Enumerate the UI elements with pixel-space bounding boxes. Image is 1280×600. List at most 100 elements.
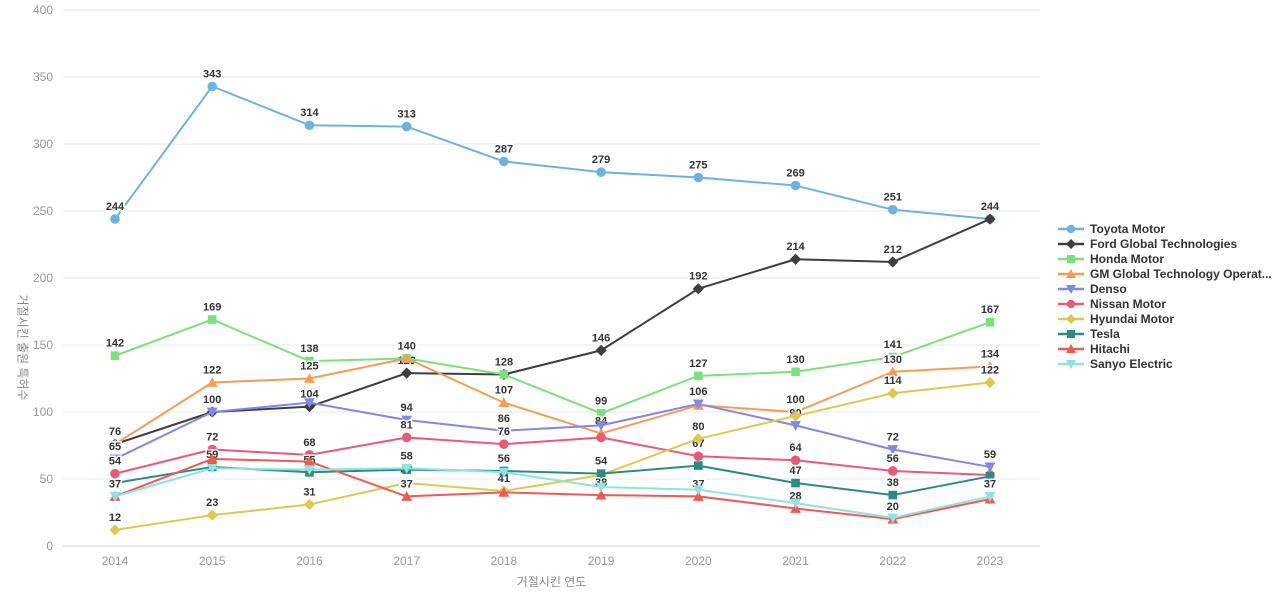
data-point-marker[interactable] <box>304 398 315 409</box>
data-point-marker[interactable] <box>304 465 315 476</box>
legend-item-ford-global-technologies[interactable]: Ford Global Technologies <box>1058 237 1272 251</box>
data-point-marker[interactable] <box>693 172 704 183</box>
data-point-marker[interactable] <box>206 407 218 418</box>
series-line-nissan-motor <box>114 436 991 476</box>
data-point-marker[interactable] <box>401 477 413 489</box>
series-nissan-motor: 5472688176676456 <box>107 418 995 480</box>
data-point-marker[interactable] <box>401 353 413 363</box>
data-point-marker[interactable] <box>110 214 120 224</box>
data-point-label: 275 <box>689 160 707 172</box>
data-point-marker[interactable] <box>207 315 217 324</box>
data-point-marker[interactable] <box>595 344 607 356</box>
legend-item-honda-motor[interactable]: Honda Motor <box>1058 252 1272 266</box>
data-point-marker[interactable] <box>304 456 315 466</box>
data-point-marker[interactable] <box>984 462 996 473</box>
data-point-marker[interactable] <box>692 283 704 295</box>
data-point-marker[interactable] <box>985 317 995 327</box>
data-point-marker[interactable] <box>305 356 314 366</box>
data-point-label: 214 <box>786 241 805 253</box>
data-point-marker[interactable] <box>110 468 120 479</box>
data-point-marker[interactable] <box>207 444 218 455</box>
data-point-marker[interactable] <box>401 463 413 474</box>
data-point-marker[interactable] <box>498 426 510 437</box>
data-point-marker[interactable] <box>887 387 899 399</box>
data-point-marker[interactable] <box>789 253 802 265</box>
data-point-marker[interactable] <box>692 491 704 501</box>
legend-item-sanyo-electric[interactable]: Sanyo Electric <box>1058 357 1272 371</box>
legend-item-denso[interactable]: Denso <box>1058 282 1272 296</box>
data-point-marker[interactable] <box>206 453 218 464</box>
data-point-marker[interactable] <box>790 421 801 431</box>
data-point-marker[interactable] <box>791 478 800 488</box>
data-point-marker[interactable] <box>304 450 315 460</box>
data-point-marker[interactable] <box>887 366 899 377</box>
data-point-label: 114 <box>884 375 903 387</box>
data-point-marker[interactable] <box>304 373 315 383</box>
data-point-marker[interactable] <box>694 371 703 381</box>
data-point-marker[interactable] <box>206 377 218 387</box>
data-point-marker[interactable] <box>401 367 413 379</box>
data-point-marker[interactable] <box>401 432 412 443</box>
data-point-label: 72 <box>887 432 899 444</box>
data-point-marker[interactable] <box>984 361 996 371</box>
data-point-marker[interactable] <box>596 409 606 418</box>
data-point-marker[interactable] <box>499 370 509 379</box>
data-point-marker[interactable] <box>887 445 899 455</box>
data-point-marker[interactable] <box>206 509 218 521</box>
data-point-marker[interactable] <box>595 489 607 500</box>
data-point-marker[interactable] <box>694 461 703 470</box>
data-point-marker[interactable] <box>303 498 316 511</box>
data-point-marker[interactable] <box>693 451 704 462</box>
data-point-label: 251 <box>884 192 902 204</box>
data-point-marker[interactable] <box>887 204 898 215</box>
data-point-marker[interactable] <box>888 490 898 500</box>
data-point-marker[interactable] <box>109 438 121 449</box>
data-point-marker[interactable] <box>692 485 704 496</box>
data-point-marker[interactable] <box>790 455 801 466</box>
data-point-marker[interactable] <box>692 399 704 410</box>
legend-item-gm-global-technology-operat[interactable]: GM Global Technology Operat... <box>1058 267 1272 281</box>
data-point-marker[interactable] <box>887 256 899 268</box>
data-point-marker[interactable] <box>109 454 121 465</box>
data-point-marker[interactable] <box>401 491 413 501</box>
data-point-marker[interactable] <box>596 469 606 478</box>
data-point-marker[interactable] <box>984 213 996 225</box>
legend-item-nissan-motor[interactable]: Nissan Motor <box>1058 297 1272 311</box>
data-point-marker[interactable] <box>110 351 120 361</box>
data-point-marker[interactable] <box>985 472 995 481</box>
data-point-marker[interactable] <box>790 498 801 509</box>
legend-item-hyundai-motor[interactable]: Hyundai Motor <box>1058 312 1272 326</box>
data-point-marker[interactable] <box>499 156 509 167</box>
data-point-marker[interactable] <box>692 433 704 445</box>
data-point-label: 65 <box>109 441 121 453</box>
legend-item-toyota-motor[interactable]: Toyota Motor <box>1058 222 1272 236</box>
data-point-marker[interactable] <box>207 81 218 92</box>
data-point-marker[interactable] <box>206 463 218 474</box>
x-axis-title: 거절시킨 연도 <box>516 575 587 589</box>
data-point-marker[interactable] <box>110 478 120 488</box>
data-point-marker[interactable] <box>595 421 607 431</box>
data-point-marker[interactable] <box>109 492 121 502</box>
series-line-honda-motor <box>114 318 991 415</box>
data-point-marker[interactable] <box>595 482 607 493</box>
data-point-marker[interactable] <box>596 432 606 443</box>
data-point-marker[interactable] <box>499 439 509 449</box>
data-point-marker[interactable] <box>789 410 802 422</box>
data-point-marker[interactable] <box>887 513 899 524</box>
data-point-marker[interactable] <box>887 466 898 476</box>
data-point-marker[interactable] <box>498 397 510 408</box>
data-point-marker[interactable] <box>790 180 801 191</box>
legend-item-hitachi[interactable]: Hitachi <box>1058 342 1272 356</box>
data-point-marker[interactable] <box>888 352 898 362</box>
data-point-marker[interactable] <box>401 415 413 426</box>
data-point-marker[interactable] <box>791 367 800 377</box>
data-point-marker[interactable] <box>498 467 510 478</box>
data-point-marker[interactable] <box>596 167 606 177</box>
data-point-marker[interactable] <box>498 487 510 497</box>
data-point-marker[interactable] <box>109 524 121 536</box>
data-point-marker[interactable] <box>984 376 996 389</box>
legend-item-tesla[interactable]: Tesla <box>1058 327 1272 341</box>
data-point-marker[interactable] <box>401 121 412 132</box>
data-point-marker[interactable] <box>984 492 996 502</box>
data-point-marker[interactable] <box>304 120 315 131</box>
